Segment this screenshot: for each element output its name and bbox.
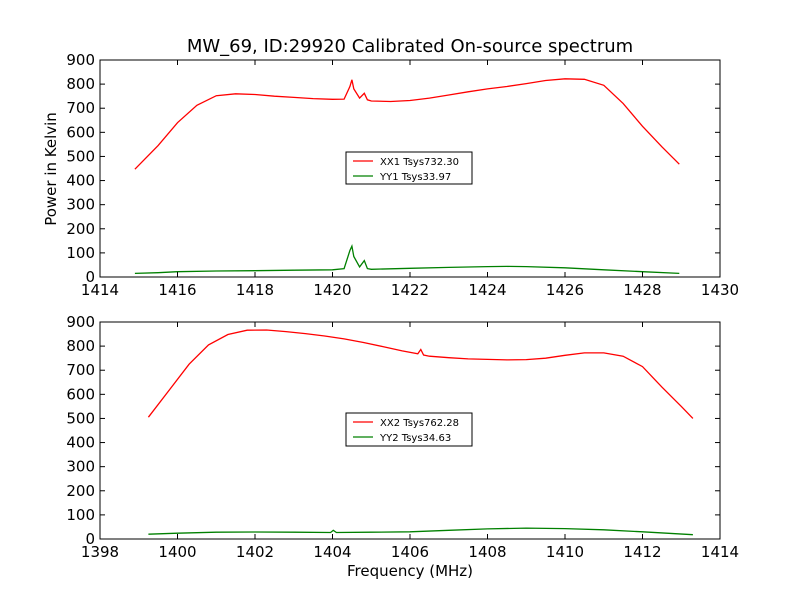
y-tick-label: 900	[66, 51, 95, 69]
x-tick-label: 1414	[81, 281, 119, 299]
y-tick-label: 200	[66, 482, 95, 500]
y-tick-label: 600	[66, 385, 95, 403]
legend: XX2 Tsys762.28 YY2 Tsys34.63	[345, 412, 473, 447]
legend-entry: YY2 Tsys34.63	[379, 433, 451, 444]
chart-title: MW_69, ID:29920 Calibrated On-source spe…	[187, 36, 633, 57]
legend-entry: XX1 Tsys732.30	[380, 157, 459, 168]
x-tick-label: 1424	[468, 281, 506, 299]
legend-entry: YY1 Tsys33.97	[379, 172, 451, 183]
legend: XX1 Tsys732.30 YY1 Tsys33.97	[345, 151, 473, 185]
legend-box	[345, 151, 473, 185]
series-line-yy	[134, 243, 680, 275]
x-tick-label: 1416	[158, 281, 196, 299]
series-line-xx	[134, 78, 680, 170]
x-tick-label: 1408	[468, 543, 506, 561]
x-tick-label: 1422	[391, 281, 429, 299]
x-axis-label: Frequency (MHz)	[347, 562, 473, 580]
series-line-xx	[147, 329, 694, 419]
y-tick-label: 800	[66, 337, 95, 355]
x-tick-label: 1426	[546, 281, 584, 299]
x-tick-label: 1404	[313, 543, 351, 561]
x-tick-label: 1420	[313, 281, 351, 299]
x-tick-label: 1406	[391, 543, 429, 561]
x-tick-label: 1410	[546, 543, 584, 561]
x-tick-label: 1418	[236, 281, 274, 299]
x-tick-label: 1430	[701, 281, 739, 299]
y-tick-label: 600	[66, 123, 95, 141]
y-tick-label: 500	[66, 147, 95, 165]
y-tick-label: 300	[66, 196, 95, 214]
y-tick-label: 700	[66, 361, 95, 379]
x-tick-label: 1402	[236, 543, 274, 561]
y-tick-label: 500	[66, 409, 95, 427]
y-tick-label: 0	[85, 530, 95, 548]
x-tick-label: 1398	[81, 543, 119, 561]
x-tick-label: 1428	[623, 281, 661, 299]
y-tick-label: 100	[66, 506, 95, 524]
y-tick-label: 0	[85, 268, 95, 286]
y-axis-label: Power in Kelvin	[42, 112, 60, 226]
y-tick-label: 400	[66, 434, 95, 452]
bottom-subplot: 1398 1400 1402 1404 1406 1408 1410 1412 1414 0 100…	[66, 313, 739, 561]
x-tick-label: 1400	[158, 543, 196, 561]
y-tick-label: 800	[66, 75, 95, 93]
legend-box	[345, 412, 473, 447]
y-tick-label: 900	[66, 313, 95, 331]
x-tick-label: 1414	[701, 543, 739, 561]
series-line-yy	[148, 527, 693, 536]
x-tick-label: 1412	[623, 543, 661, 561]
top-subplot: 1414 1416 1418 1420 1422 1424 1426 1428 1430 0 100…	[66, 51, 739, 299]
y-tick-label: 300	[66, 458, 95, 476]
y-tick-label: 400	[66, 172, 95, 190]
y-tick-label: 200	[66, 220, 95, 238]
legend-entry: XX2 Tsys762.28	[380, 418, 459, 429]
y-tick-label: 700	[66, 99, 95, 117]
y-tick-label: 100	[66, 244, 95, 262]
